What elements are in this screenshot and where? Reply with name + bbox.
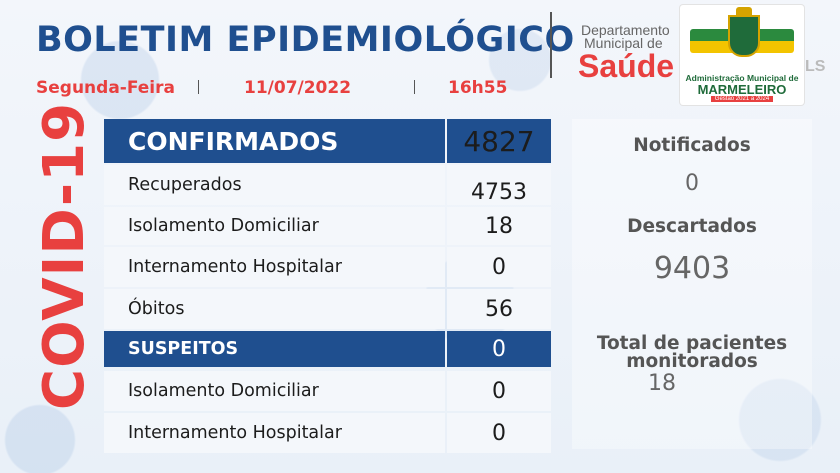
- row-value: 0: [447, 371, 551, 411]
- monitorados-value: 18: [648, 371, 676, 396]
- notificados-value: 0: [685, 171, 699, 196]
- logo-tail-text: LS: [805, 58, 826, 75]
- department-line-2: Municipal de: [584, 35, 663, 51]
- table-row: Isolamento Domiciliar 18: [104, 207, 551, 245]
- separator: [198, 80, 199, 94]
- row-label: Internamento Hospitalar: [104, 247, 445, 287]
- row-label: Isolamento Domiciliar: [104, 207, 445, 245]
- row-value: 18: [447, 207, 551, 245]
- logo-term-text: Gestão 2021 a 2024: [710, 96, 774, 102]
- confirmados-header-row: CONFIRMADOS 4827: [104, 119, 551, 163]
- row-label: Recuperados: [104, 165, 445, 205]
- table-row: Internamento Hospitalar 0: [104, 413, 551, 453]
- department-label: Departamento Municipal de: [581, 22, 670, 51]
- department-name: Saúde: [578, 48, 675, 84]
- date: 11/07/2022: [244, 78, 352, 98]
- notificados-label: Notificados: [633, 135, 751, 156]
- logo-city-name: MARMELEIRO: [697, 82, 787, 97]
- confirmados-label: CONFIRMADOS: [104, 119, 445, 163]
- municipal-logo: Administração Municipal de MARMELEIRO Ge…: [680, 5, 804, 105]
- table-row: Óbitos 56: [104, 289, 551, 329]
- logo-term: Gestão 2021 a 2024: [680, 96, 804, 102]
- descartados-value: 9403: [653, 251, 731, 286]
- header-divider: [550, 12, 552, 78]
- table-row: Internamento Hospitalar 0: [104, 247, 551, 287]
- separator: [414, 80, 415, 94]
- time: 16h55: [448, 78, 508, 98]
- suspeitos-label: SUSPEITOS: [104, 331, 445, 367]
- weekday: Segunda-Feira: [36, 78, 175, 98]
- page-title: BOLETIM EPIDEMIOLÓGICO: [36, 20, 575, 60]
- crest-icon: [728, 7, 760, 57]
- monitorados-label-line-1: Total de pacientes: [596, 333, 788, 354]
- row-value: 56: [447, 289, 551, 329]
- row-label: Óbitos: [104, 289, 445, 329]
- descartados-label: Descartados: [627, 216, 757, 237]
- confirmados-value: 4827: [447, 119, 551, 163]
- suspeitos-value: 0: [447, 331, 551, 367]
- row-value: 4753: [447, 165, 551, 205]
- row-label: Isolamento Domiciliar: [104, 371, 445, 411]
- covid-label-text: COVID-19: [32, 101, 97, 410]
- table-row: Isolamento Domiciliar 0: [104, 371, 551, 411]
- department-line-1: Departamento: [581, 22, 670, 38]
- suspeitos-header-row: SUSPEITOS 0: [104, 331, 551, 367]
- summary-panel: Notificados 0 Descartados 9403 Total de …: [572, 119, 812, 449]
- row-value: 0: [447, 247, 551, 287]
- monitorados-label-line-2: monitorados: [626, 351, 758, 372]
- row-label: Internamento Hospitalar: [104, 413, 445, 453]
- row-value: 0: [447, 413, 551, 453]
- table-row: Recuperados 4753: [104, 165, 551, 205]
- logo-admin-text: Administração Municipal de: [685, 73, 799, 83]
